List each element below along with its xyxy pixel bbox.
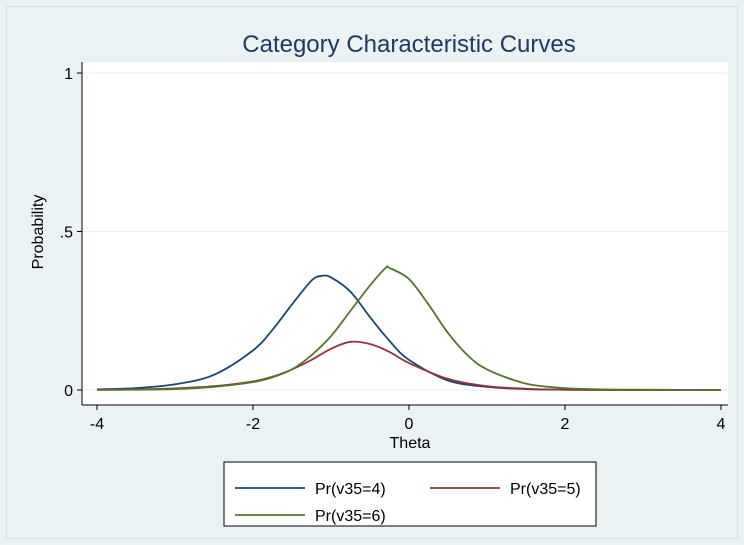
x-axis-ticks: -4 -2 0 2 4	[90, 405, 726, 433]
legend-label: Pr(v35=4)	[315, 481, 386, 498]
series-lines	[96, 265, 722, 391]
legend-label: Pr(v35=6)	[315, 508, 386, 525]
x-tick-label: 0	[405, 416, 414, 433]
y-tick-label: .5	[60, 225, 73, 242]
legend: Pr(v35=4) Pr(v35=5) Pr(v35=6)	[223, 461, 597, 527]
x-tick-label: -4	[90, 416, 104, 433]
x-tick-label: 2	[561, 416, 570, 433]
y-tick-label: 0	[64, 383, 73, 400]
chart-title: Category Characteristic Curves	[242, 31, 575, 58]
series-line-3	[96, 265, 722, 391]
y-axis-label: Probability	[30, 195, 47, 270]
plot-area	[82, 62, 728, 405]
x-axis-label: Theta	[390, 435, 431, 452]
x-tick-label: 4	[717, 416, 726, 433]
y-axis-ticks: 0.51	[60, 66, 82, 400]
chart-frame: Category Characteristic Curves 0.5 1 -4 -2…	[6, 6, 738, 539]
chart-svg: Category Characteristic Curves 0.51 -4 -2…	[30, 31, 728, 527]
legend-label: Pr(v35=5)	[510, 481, 581, 498]
y-tick-label: 1	[64, 66, 73, 83]
x-tick-label: -2	[246, 416, 260, 433]
